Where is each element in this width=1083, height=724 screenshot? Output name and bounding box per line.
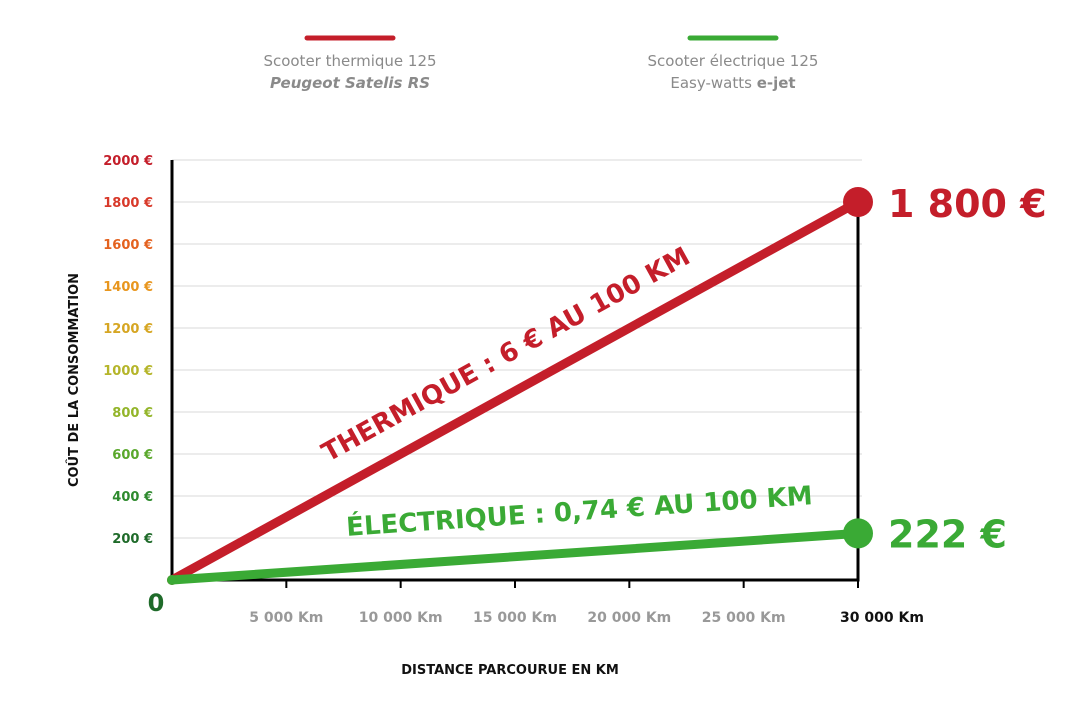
y-tick-label: 600 € bbox=[112, 448, 153, 463]
series-end-point-2 bbox=[843, 518, 873, 549]
y-tick-label: 1400 € bbox=[103, 280, 153, 295]
x-tick-label: 25 000 Km bbox=[702, 610, 786, 626]
gridlines bbox=[172, 159, 862, 539]
legend-sublabel-part: e-jet bbox=[757, 74, 796, 92]
y-tick-label: 400 € bbox=[112, 490, 153, 505]
series-line-2 bbox=[167, 528, 863, 585]
x-tick-label: 30 000 Km bbox=[840, 610, 924, 626]
x-tick-label: 15 000 Km bbox=[473, 610, 557, 626]
series-end-label-2: 222 € bbox=[888, 512, 1007, 556]
legend-label-2: Scooter électrique 125 bbox=[648, 52, 819, 70]
series-line-label-2: ÉLECTRIQUE : 0,74 € AU 100 KM bbox=[345, 479, 813, 543]
y-tick-label: 800 € bbox=[112, 406, 153, 421]
series-start-point-2 bbox=[167, 575, 177, 585]
series-line-1 bbox=[167, 197, 863, 585]
series-2 bbox=[167, 518, 873, 585]
x-axis-title: DISTANCE PARCOURUE EN KM bbox=[401, 663, 619, 678]
x-tick-label: 10 000 Km bbox=[359, 610, 443, 626]
legend-sublabel-part: Easy-watts bbox=[670, 74, 756, 92]
axes: 5 000 Km 10 000 Km 15 000 Km 20 000 Km 25 00… bbox=[66, 154, 924, 678]
legend-sublabel-part: Peugeot Satelis RS bbox=[270, 74, 430, 92]
legend-sublabel-1: Peugeot Satelis RS bbox=[270, 74, 430, 92]
y-tick-label: 1200 € bbox=[103, 322, 153, 337]
x-tick-label: 20 000 Km bbox=[587, 610, 671, 626]
series-end-point-1 bbox=[843, 187, 873, 217]
series-end-label-1: 1 800 € bbox=[888, 182, 1047, 226]
y-tick-label: 1600 € bbox=[103, 238, 153, 253]
series-group bbox=[167, 187, 873, 585]
series-line-label-1: THERMIQUE : 6 € AU 100 KM bbox=[317, 242, 695, 469]
y-tick-label: 1000 € bbox=[103, 364, 153, 379]
labels-group: 1 800 € THERMIQUE : 6 € AU 100 KM 222 € ÉLE… bbox=[317, 182, 1047, 556]
zero-label: 0 bbox=[148, 589, 165, 617]
legend-label-1: Scooter thermique 125 bbox=[263, 52, 436, 70]
legend-sublabel-2: Easy-watts e-jet bbox=[670, 74, 795, 92]
legend-item-1: Scooter thermique 125 Peugeot Satelis RS bbox=[263, 35, 437, 92]
y-tick-label: 200 € bbox=[112, 532, 153, 547]
legend-item-2: Scooter électrique 125 Easy-watts e-jet bbox=[648, 35, 819, 92]
x-tick-label: 5 000 Km bbox=[249, 610, 323, 626]
y-axis-title: COÛT DE LA CONSOMMATION bbox=[66, 273, 82, 487]
y-tick-label: 1800 € bbox=[103, 196, 153, 211]
y-tick-label: 2000 € bbox=[103, 154, 153, 169]
